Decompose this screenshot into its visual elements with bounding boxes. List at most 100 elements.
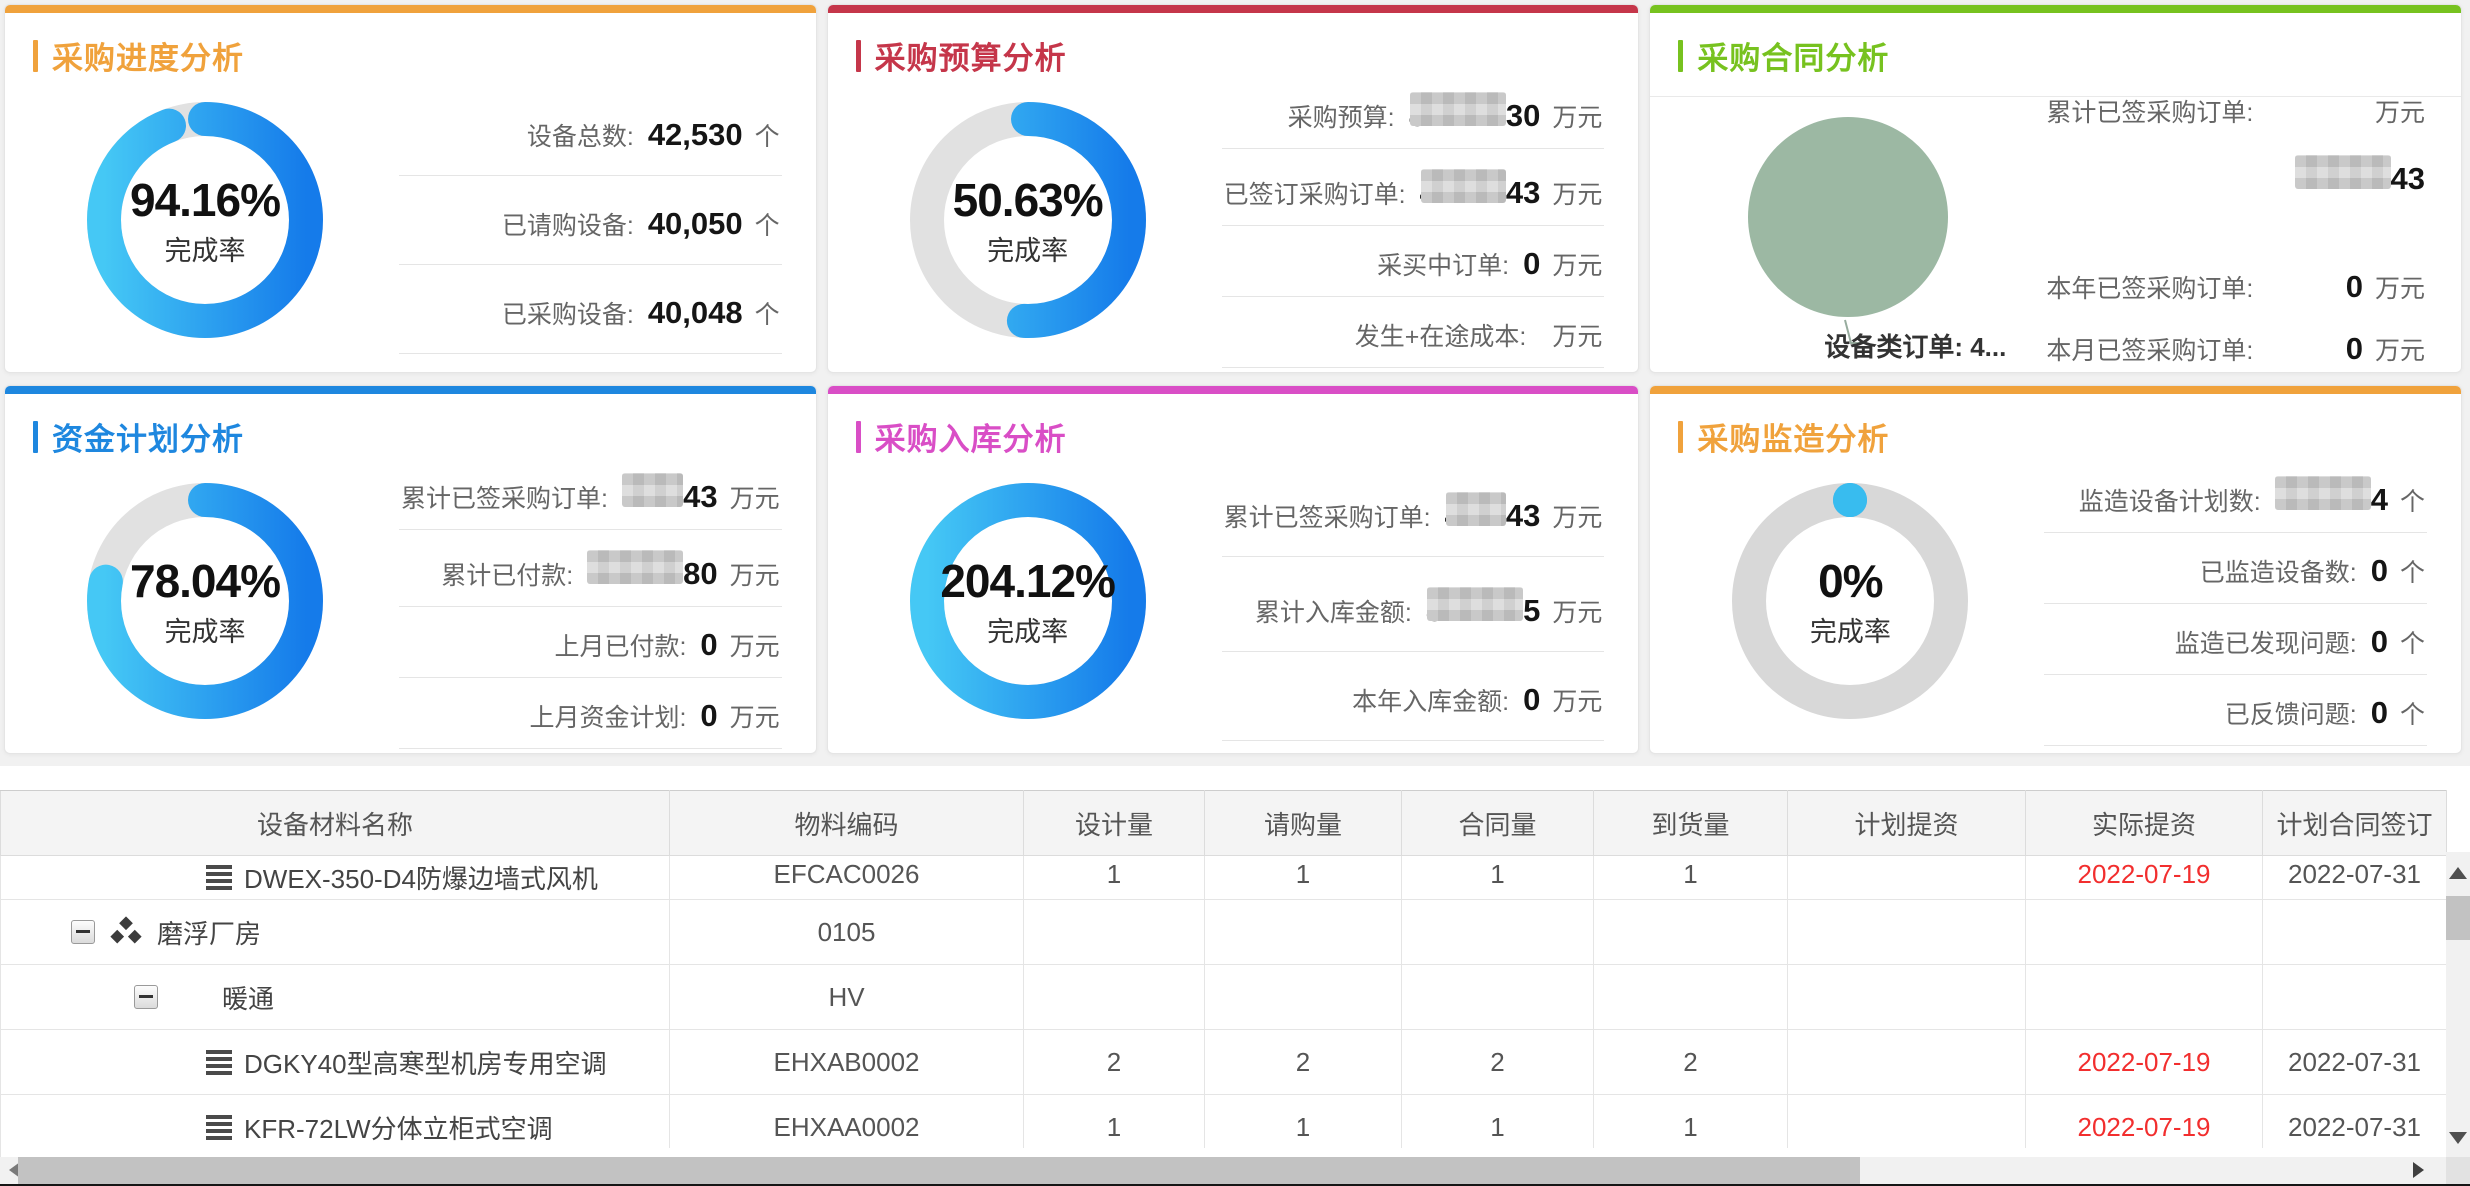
stat-row: 已采购设备: 40,048 个 [399,265,782,354]
title-tick [33,420,38,453]
tree-collapse-icon[interactable] [134,985,158,1009]
horizontal-scrollbar[interactable] [0,1157,2446,1184]
stat-row: 采购预算: 8 30 万元 [1221,72,1605,149]
stat-label: 上月资金计划: [529,704,687,732]
donut-percent: 0% [1818,554,1883,607]
stat-unit: 万元 [729,562,780,590]
tree-collapse-icon[interactable] [71,920,95,944]
material-name: 磨浮厂房 [157,918,262,949]
scroll-up-arrow-icon[interactable] [2449,858,2467,879]
table-row[interactable]: 磨浮厂房 0105 [0,899,2447,965]
stat-unit: 个 [2399,559,2425,587]
window-bottom-edge [0,1184,2470,1186]
donut-percent: 94.16% [129,173,281,226]
vertical-scrollbar[interactable] [2446,852,2470,1157]
stat-value: 40,050 [647,205,743,241]
stat-value: 43 [1505,175,1541,210]
header-cell-plan-sign: 计划合同签订 [2262,790,2447,856]
donut-percent-label: 完成率 [987,235,1069,266]
card-stats: 累计已签采购订单: 4 43 万元 累计入库金额: 8 5 万元 本年入库金额:… [1221,462,1605,741]
card-procurement-budget: 采购预算分析 50.63% 完成率 采购预算: 8 [826,4,1640,373]
donut-chart: 78.04% 完成率 [82,478,328,724]
stat-unit: 个 [2399,701,2425,729]
stat-label: 监造已发现问题: [2174,630,2357,658]
vertical-scroll-thumb[interactable] [2446,896,2470,940]
stat-value: 5 [1523,592,1541,628]
card-title: 采购进度分析 [52,41,244,76]
scrollbar-corner [2446,1157,2470,1184]
stat-unit: 万元 [2374,98,2425,127]
table-row[interactable]: 暖通 HV [0,964,2447,1030]
table-row[interactable]: DWEX-350-D4防爆边墙式风机 EFCAC0026 1 1 1 1 202… [0,855,2447,900]
title-tick [33,39,38,72]
donut-percent-label: 完成率 [164,616,246,647]
scroll-right-arrow-icon[interactable] [2413,1162,2432,1178]
actual-invest-date: 2022-07-19 [2025,1029,2263,1095]
stat-unit: 万元 [1552,104,1603,132]
donut-percent-label: 完成率 [1809,616,1891,647]
stat-unit: 万元 [1552,181,1603,209]
header-cell-material-name: 设备材料名称 [0,790,670,856]
masked-value [621,473,684,507]
stat-row: 已监造设备数: 0 个 [2044,533,2427,604]
stat-label: 已采购设备: [501,300,634,329]
stat-row: 发生+在途成本: 万元 [1221,297,1605,368]
stat-unit: 万元 [729,485,780,513]
card-procurement-supervision: 采购监造分析 0% 完成率 监造设备计划数: [1649,385,2462,754]
material-code: EHXAB0002 [669,1029,1024,1095]
scroll-down-arrow-icon[interactable] [2449,1132,2467,1153]
stat-label: 采买中订单: [1377,252,1510,280]
header-cell-material-code: 物料编码 [669,790,1024,856]
pie-slice-label: 设备类订单: 4... [1824,331,2007,362]
stat-row: 设备总数: 42,530 个 [399,87,782,176]
list-icon [206,1114,232,1140]
stat-value: 43 [2390,160,2425,196]
stat-label: 已反馈问题: [2224,701,2357,729]
stat-unit: 万元 [1552,503,1603,532]
table-row[interactable]: DGKY40型高寒型机房专用空调 EHXAB0002 2 2 2 2 2022-… [0,1029,2447,1095]
card-title: 采购入库分析 [874,422,1067,457]
plan-sign-date: 2022-07-31 [2262,855,2447,900]
card-procurement-progress: 采购进度分析 94.16% 完成率 设备总数: 42,5 [4,4,817,373]
scroll-left-arrow-icon[interactable] [1,1162,20,1178]
card-accent-bar [1650,386,2461,394]
stat-label: 监造设备计划数: [2078,488,2261,516]
stat-label: 累计已付款: [441,562,574,590]
stat-value: 0 [700,627,718,662]
stat-unit: 万元 [2374,274,2425,303]
list-icon [206,1049,232,1075]
stat-value: 0 [2345,268,2363,304]
stat-label: 本月已签采购订单: [2046,336,2254,365]
masked-value [1420,169,1506,203]
header-divider [1650,96,2461,97]
stat-label: 本年已签采购订单: [2046,274,2254,303]
material-code: 0105 [669,899,1024,965]
stat-label: 已请购设备: [501,211,634,240]
header-cell-plan-invest: 计划提资 [1787,790,2026,856]
title-tick [1678,39,1684,72]
card-title: 资金计划分析 [52,422,244,457]
stat-value: 42,530 [647,116,743,152]
stat-label: 发生+在途成本: [1354,323,1527,351]
plan-sign-date: 2022-07-31 [2262,1029,2447,1095]
header-cell-design-qty: 设计量 [1023,790,1205,856]
pie-svg [1748,116,1949,344]
stat-value: 80 [683,556,718,591]
card-procurement-inbound: 采购入库分析 204.12% 完成率 累计已签采购订单: [826,385,1640,754]
stat-row: 监造已发现问题: 0 个 [2044,604,2427,675]
stat-unit: 万元 [729,704,780,732]
stat-unit: 万元 [729,633,780,661]
stat-unit: 万元 [1552,252,1603,280]
card-accent-bar [5,5,816,13]
donut-chart: 204.12% 完成率 [905,478,1151,724]
donut-svg [1732,483,1969,719]
donut-chart: 50.63% 完成率 [905,97,1151,343]
pie-chart: 设备类订单: 4... [1720,101,2006,362]
horizontal-scroll-thumb[interactable] [18,1157,1860,1184]
card-header: 采购进度分析 [5,13,816,78]
material-name: DWEX-350-D4防爆边墙式风机 [244,864,598,894]
masked-value [2274,476,2371,510]
donut-percent-label: 完成率 [164,235,246,266]
donut-chart: 94.16% 完成率 [82,97,328,343]
masked-value [1445,491,1506,526]
